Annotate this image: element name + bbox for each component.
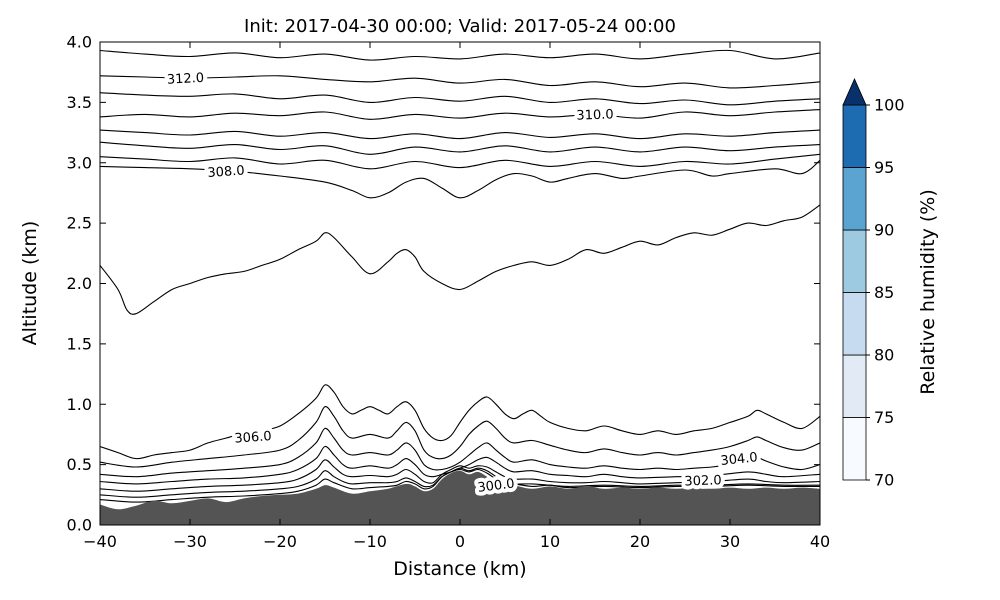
x-tick-label: 40 xyxy=(810,532,830,551)
x-tick-label: 0 xyxy=(455,532,465,551)
contour-line xyxy=(100,92,820,106)
x-tick-label: −10 xyxy=(353,532,387,551)
y-axis-label: Altitude (km) xyxy=(19,220,41,346)
colorbar-segment xyxy=(842,104,867,168)
y-tick-label: 1.5 xyxy=(67,334,92,353)
contour-line xyxy=(100,459,820,492)
contour-line xyxy=(100,384,820,460)
x-tick-label: −30 xyxy=(173,532,207,551)
contour-label: 312.0 xyxy=(167,71,205,88)
contour-label: 308.0 xyxy=(207,163,245,181)
y-tick-label: 2.5 xyxy=(67,214,92,233)
colorbar-tick-label: 70 xyxy=(874,471,894,490)
contour-line xyxy=(100,204,820,315)
contour-line xyxy=(100,468,820,503)
y-tick-label: 2.0 xyxy=(67,274,92,293)
plot-area-group xyxy=(100,49,820,525)
colorbar-segment xyxy=(842,417,867,481)
contour-line xyxy=(100,75,820,89)
y-tick-label: 0.0 xyxy=(67,516,92,535)
contour-label: 306.0 xyxy=(234,429,272,447)
plot-title: Init: 2017-04-30 00:00; Valid: 2017-05-2… xyxy=(244,16,676,37)
contour-line xyxy=(100,49,820,61)
x-tick-label: 30 xyxy=(720,532,740,551)
colorbar-segment xyxy=(842,354,867,418)
contour-label: 302.0 xyxy=(684,473,722,489)
colorbar-segment xyxy=(842,292,867,356)
contour-line xyxy=(100,153,820,170)
x-tick-label: 10 xyxy=(540,532,560,551)
contour-label: 310.0 xyxy=(576,107,614,123)
colorbar-segment xyxy=(842,167,867,231)
colorbar-tick-label: 80 xyxy=(874,346,894,365)
y-tick-label: 3.5 xyxy=(67,93,92,112)
contour-line xyxy=(100,129,820,140)
contour-line xyxy=(100,141,820,155)
y-tick-label: 3.0 xyxy=(67,153,92,172)
y-tick-label: 0.5 xyxy=(67,455,92,474)
terrain-fill xyxy=(100,470,820,525)
colorbar-segment xyxy=(842,229,867,293)
x-tick-label: −40 xyxy=(83,532,117,551)
y-tick-label: 1.0 xyxy=(67,395,92,414)
y-tick-label: 4.0 xyxy=(67,33,92,52)
colorbar-tick-label: 90 xyxy=(874,221,894,240)
x-axis-label: Distance (km) xyxy=(393,558,527,580)
colorbar-tick-label: 85 xyxy=(874,283,894,302)
contour-line xyxy=(100,406,820,468)
colorbar-extend-arrow xyxy=(842,78,867,106)
colorbar-label: Relative humidity (%) xyxy=(917,189,939,395)
colorbar-tick-label: 75 xyxy=(874,408,894,427)
x-tick-label: −20 xyxy=(263,532,297,551)
contour-line xyxy=(100,109,820,120)
contour-line xyxy=(100,159,820,199)
x-tick-label: 20 xyxy=(630,532,650,551)
colorbar-tick-label: 95 xyxy=(874,158,894,177)
colorbar-tick-label: 100 xyxy=(874,96,905,115)
contour-line xyxy=(100,427,820,478)
contour-label: 304.0 xyxy=(720,450,759,469)
